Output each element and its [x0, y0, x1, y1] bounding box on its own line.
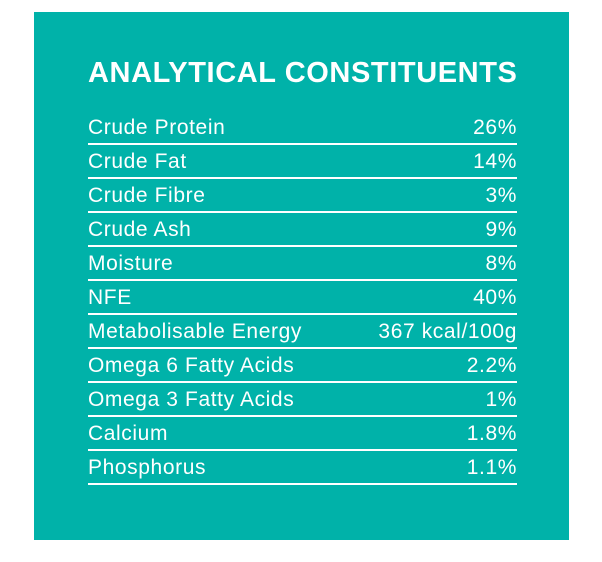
table-row: Omega 3 Fatty Acids 1%	[88, 383, 517, 418]
table-row: Moisture 8%	[88, 247, 517, 282]
table-row: Crude Ash 9%	[88, 213, 517, 248]
row-label: Calcium	[88, 421, 169, 445]
row-label: Crude Fat	[88, 149, 187, 173]
row-label: Crude Fibre	[88, 183, 206, 207]
row-value: 14%	[473, 149, 517, 173]
row-label: Crude Ash	[88, 217, 192, 241]
row-value: 8%	[485, 251, 517, 275]
table-row: Crude Protein 26%	[88, 111, 517, 146]
row-value: 1.8%	[466, 421, 517, 445]
row-label: Omega 6 Fatty Acids	[88, 353, 295, 377]
table-row: Omega 6 Fatty Acids 2.2%	[88, 349, 517, 384]
row-label: Phosphorus	[88, 455, 207, 479]
table-row: Calcium 1.8%	[88, 417, 517, 452]
row-value: 40%	[473, 285, 517, 309]
row-value: 1%	[485, 387, 517, 411]
table-row: Crude Fibre 3%	[88, 179, 517, 214]
row-label: NFE	[88, 285, 132, 309]
table-row: Crude Fat 14%	[88, 145, 517, 180]
row-label: Metabolisable Energy	[88, 319, 302, 343]
row-value: 9%	[485, 217, 517, 241]
row-label: Crude Protein	[88, 115, 226, 139]
row-value: 3%	[485, 183, 517, 207]
row-value: 2.2%	[466, 353, 517, 377]
table-row: Metabolisable Energy 367 kcal/100g	[88, 315, 517, 350]
row-value: 1.1%	[466, 455, 517, 479]
content-panel: ANALYTICAL CONSTITUENTS Crude Protein 26…	[34, 12, 569, 540]
row-label: Omega 3 Fatty Acids	[88, 387, 295, 411]
constituents-table: Crude Protein 26% Crude Fat 14% Crude Fi…	[88, 111, 517, 486]
row-label: Moisture	[88, 251, 174, 275]
row-value: 367 kcal/100g	[378, 319, 517, 343]
table-row: Phosphorus 1.1%	[88, 451, 517, 486]
table-row: NFE 40%	[88, 281, 517, 316]
page-title: ANALYTICAL CONSTITUENTS	[88, 57, 518, 89]
row-value: 26%	[473, 115, 517, 139]
